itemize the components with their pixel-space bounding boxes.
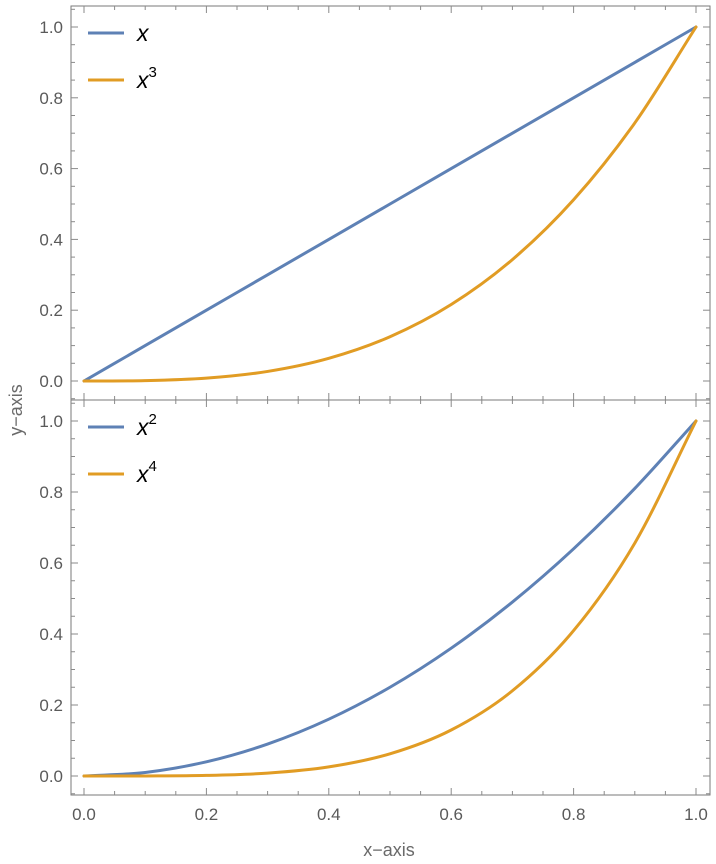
- y-tick-label: 0.0: [39, 372, 63, 391]
- legend-label-x3: x3: [136, 64, 157, 93]
- y-tick-label: 0.6: [39, 554, 63, 573]
- legend-label-x2: x2: [136, 411, 157, 440]
- x-tick-label: 0.2: [195, 805, 219, 824]
- x-tick-label: 0.8: [562, 805, 586, 824]
- legend-label-x4: x4: [136, 458, 157, 487]
- legend-exponent: 2: [149, 411, 157, 428]
- x-tick-label: 1.0: [684, 805, 708, 824]
- legend-label-x: x: [136, 20, 150, 46]
- y-tick-label: 0.8: [39, 89, 63, 108]
- top-panel: 0.0 0.2 0.4 0.6 0.8 1.0 x x3: [39, 5, 711, 401]
- y-tick-label: 0.0: [39, 767, 63, 786]
- bottom-panel: 0.0 0.2 0.4 0.6 0.8 1.0 0.0 0.2 0.4 0.6 0.8 1.0 x2 x4: [39, 399, 711, 824]
- legend-exponent: 4: [149, 458, 157, 475]
- x-tick-label: 0.4: [317, 805, 341, 824]
- y-tick-label: 0.4: [39, 230, 63, 249]
- series-line-x: [82, 25, 698, 383]
- y-tick-label: 1.0: [39, 18, 63, 37]
- legend-exponent: 3: [149, 64, 157, 81]
- series-line-x4: [82, 419, 698, 778]
- x-tick-label: 0.6: [439, 805, 463, 824]
- series-line-x3: [82, 25, 698, 383]
- y-tick-label: 1.0: [39, 412, 63, 431]
- plot-frame: [70, 399, 711, 796]
- y-tick-label: 0.2: [39, 301, 63, 320]
- y-tick-label: 0.8: [39, 483, 63, 502]
- y-tick-label: 0.2: [39, 696, 63, 715]
- y-tick-label: 0.4: [39, 625, 63, 644]
- x-axis-label: x−axis: [363, 840, 415, 860]
- x-tick-label: 0.0: [72, 805, 96, 824]
- y-axis-label: y−axis: [6, 384, 26, 436]
- y-tick-label: 0.6: [39, 160, 63, 179]
- series-line-x2: [82, 419, 698, 778]
